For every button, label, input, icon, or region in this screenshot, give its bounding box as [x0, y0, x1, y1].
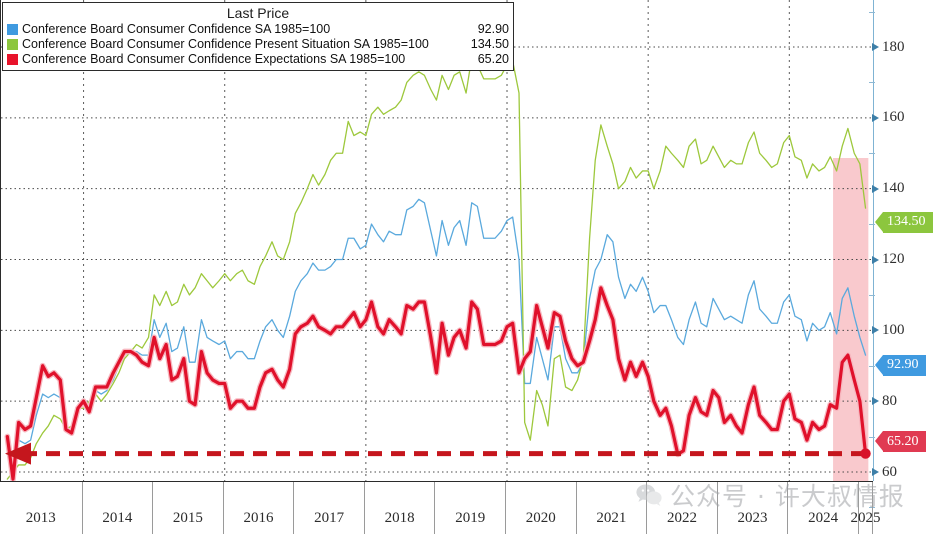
y-minor-tick	[869, 224, 875, 226]
y-tick-label: 140	[882, 180, 905, 197]
threshold-arrow-icon	[5, 442, 31, 465]
badge-notch-icon	[875, 354, 883, 375]
x-axis-cell-2016: 2016	[224, 482, 295, 534]
x-axis-cell-2025: 2025	[850, 482, 880, 534]
x-axis-cell-2022: 2022	[647, 482, 718, 534]
plot-svg	[1, 0, 874, 481]
x-axis-label: 2014	[102, 510, 133, 526]
legend-label-expectations: Conference Board Consumer Confidence Exp…	[22, 52, 406, 66]
x-axis-label: 2015	[172, 510, 203, 526]
x-axis-label: 2023	[737, 510, 768, 526]
series-line-present-situation	[6, 56, 867, 480]
legend-item-expectations[interactable]: Conference Board Consumer Confidence Exp…	[7, 52, 509, 67]
badge-value: 92.90	[887, 357, 919, 373]
tick-arrow-icon	[872, 43, 879, 51]
x-axis-label: 2018	[384, 510, 415, 526]
x-axis-label: 2022	[666, 510, 697, 526]
tick-arrow-icon	[872, 184, 879, 193]
legend-item-present-situation[interactable]: Conference Board Consumer Confidence Pre…	[7, 37, 509, 52]
x-axis-label: 2016	[243, 510, 274, 526]
expectations-value-badge[interactable]: 65.20	[875, 431, 926, 453]
y-minor-tick	[869, 436, 875, 438]
legend-title: Last Price	[226, 5, 290, 21]
x-axis-label: 2019	[455, 510, 486, 526]
x-axis-cell-2013: 2013	[0, 482, 83, 534]
series-line-expectations	[5, 286, 868, 481]
plot-area	[0, 0, 874, 481]
x-axis-label: 2025	[850, 510, 881, 526]
value-axis: 180 160 140 120 100 80 60 134.50 92.90 65.20	[869, 0, 937, 509]
legend-value-present-situation: 134.50	[470, 37, 509, 51]
tick-arrow-icon	[872, 468, 879, 476]
x-axis-label: 2017	[314, 510, 345, 526]
legend-label-present-situation: Conference Board Consumer Confidence Pre…	[22, 37, 429, 51]
x-axis-cell-2019: 2019	[435, 482, 506, 534]
legend-box: Last Price Conference Board Consumer Con…	[2, 2, 514, 71]
present-situation-value-badge[interactable]: 134.50	[875, 211, 933, 233]
legend-swatch-green-icon	[7, 39, 18, 50]
x-axis-label: 2021	[596, 510, 627, 526]
x-axis-label: 2020	[525, 510, 556, 526]
series-line-headline	[6, 198, 867, 480]
series-expectations-halo	[4, 284, 869, 481]
x-axis-cell-2024: 2024	[788, 482, 859, 534]
y-minor-tick	[869, 82, 875, 84]
y-minor-tick	[869, 153, 875, 155]
y-tick-label: 80	[882, 392, 897, 409]
x-axis-cell-2014: 2014	[83, 482, 154, 534]
x-axis-label: 2013	[25, 510, 56, 526]
legend-label-headline: Conference Board Consumer Confidence SA …	[22, 22, 331, 36]
y-tick-label: 100	[882, 321, 905, 338]
tick-arrow-icon	[872, 113, 879, 122]
y-tick-label: 60	[882, 463, 897, 480]
y-tick-label: 160	[882, 109, 905, 126]
x-axis-cell-2021: 2021	[577, 482, 648, 534]
time-axis: 2013 2014 2015 2016 2017 2018 2019 2020 2021 2022…	[0, 481, 880, 534]
y-minor-tick	[869, 294, 875, 296]
badge-value: 134.50	[887, 214, 926, 230]
badge-notch-icon	[875, 431, 883, 452]
tick-arrow-icon	[872, 397, 879, 406]
expectations-endpoint-marker	[860, 448, 871, 459]
y-tick-label: 180	[882, 38, 905, 55]
x-axis-cell-2015: 2015	[153, 482, 224, 534]
x-axis-cell-2020: 2020	[506, 482, 577, 534]
tick-arrow-icon	[872, 255, 879, 264]
x-axis-cell-2023: 2023	[718, 482, 789, 534]
value-axis-line	[873, 0, 874, 481]
legend-item-headline[interactable]: Conference Board Consumer Confidence SA …	[7, 22, 509, 37]
headline-confidence-value-badge[interactable]: 92.90	[875, 354, 926, 376]
legend-swatch-red-icon	[7, 54, 18, 65]
y-minor-tick	[869, 365, 875, 367]
x-axis-cell-2017: 2017	[294, 482, 365, 534]
legend-value-expectations: 65.20	[477, 52, 509, 66]
legend-swatch-blue-icon	[7, 24, 18, 35]
badge-value: 65.20	[887, 433, 919, 449]
x-axis-cell-2018: 2018	[365, 482, 436, 534]
tick-arrow-icon	[872, 326, 879, 335]
y-minor-tick	[869, 11, 875, 13]
legend-value-headline: 92.90	[477, 22, 509, 36]
y-tick-label: 120	[882, 251, 905, 267]
x-axis-label: 2024	[808, 510, 839, 526]
badge-notch-icon	[875, 211, 883, 232]
